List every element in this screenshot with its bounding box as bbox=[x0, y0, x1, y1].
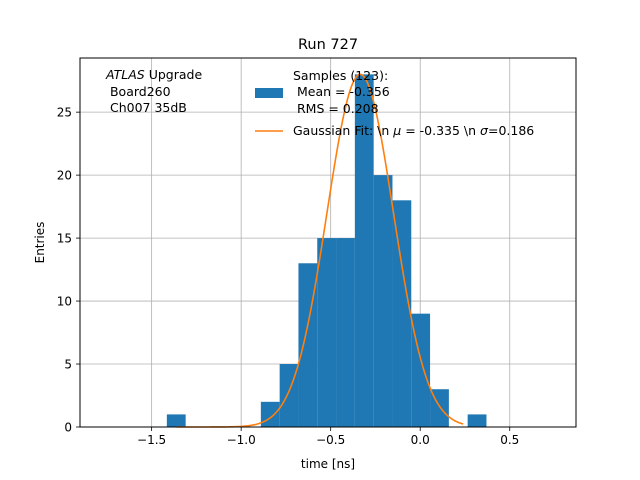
y-tick-label: 25 bbox=[57, 105, 72, 119]
histogram-bar bbox=[467, 414, 487, 427]
y-axis-ticks: 0 5 10 15 20 25 bbox=[57, 105, 80, 434]
annotation-atlas: ATLAS bbox=[105, 67, 145, 82]
legend-fit-sigma: σ bbox=[480, 123, 489, 138]
legend-samples-line-1: Samples (123): bbox=[293, 68, 388, 83]
histogram-bar bbox=[260, 401, 280, 427]
x-tick-label: 0.5 bbox=[500, 433, 519, 447]
y-tick-label: 20 bbox=[57, 168, 72, 182]
histogram-bar bbox=[373, 175, 393, 427]
legend-fit-mid: = -0.335 \n bbox=[401, 123, 480, 138]
legend-samples-line-2: Mean = -0.356 bbox=[293, 84, 390, 99]
y-tick-label: 5 bbox=[64, 357, 72, 371]
x-tick-label: −1.0 bbox=[227, 433, 256, 447]
histogram-bar bbox=[336, 238, 355, 427]
y-tick-label: 0 bbox=[64, 420, 72, 434]
histogram-bars bbox=[166, 74, 487, 428]
x-axis-ticks: −1.5 −1.0 −0.5 0.0 0.5 bbox=[137, 427, 519, 447]
y-tick-label: 10 bbox=[57, 294, 72, 308]
histogram-bar bbox=[392, 200, 412, 427]
y-axis-label: Entries bbox=[33, 222, 47, 264]
annotation-line-3: Ch007 35dB bbox=[106, 100, 187, 115]
histogram-bar bbox=[354, 74, 374, 428]
legend: Samples (123): Mean = -0.356 RMS = 0.208… bbox=[255, 68, 534, 138]
annotation-upgrade: Upgrade bbox=[145, 67, 203, 82]
histogram-bar bbox=[317, 238, 337, 427]
legend-fit-prefix: Gaussian Fit: \n bbox=[293, 123, 393, 138]
legend-fit-mu: μ bbox=[392, 123, 401, 138]
y-tick-label: 15 bbox=[57, 231, 72, 245]
x-tick-label: −1.5 bbox=[137, 433, 166, 447]
x-tick-label: −0.5 bbox=[316, 433, 345, 447]
chart-title: Run 727 bbox=[298, 37, 358, 53]
histogram-bar bbox=[166, 414, 186, 427]
legend-samples-line-3: RMS = 0.208 bbox=[293, 101, 379, 116]
atlas-annotation: ATLAS Upgrade Board260 Ch007 35dB bbox=[105, 67, 202, 115]
plot-frame bbox=[79, 57, 577, 428]
x-tick-label: 0.0 bbox=[411, 433, 430, 447]
legend-fit-suffix: =0.186 bbox=[488, 123, 534, 138]
annotation-line-2: Board260 bbox=[106, 84, 171, 99]
legend-samples-swatch bbox=[255, 88, 283, 98]
x-axis-label: time [ns] bbox=[301, 457, 355, 471]
legend-fit-text: Gaussian Fit: \n μ = -0.335 \n σ=0.186 bbox=[293, 123, 534, 138]
annotation-line-1: ATLAS Upgrade bbox=[105, 67, 202, 82]
